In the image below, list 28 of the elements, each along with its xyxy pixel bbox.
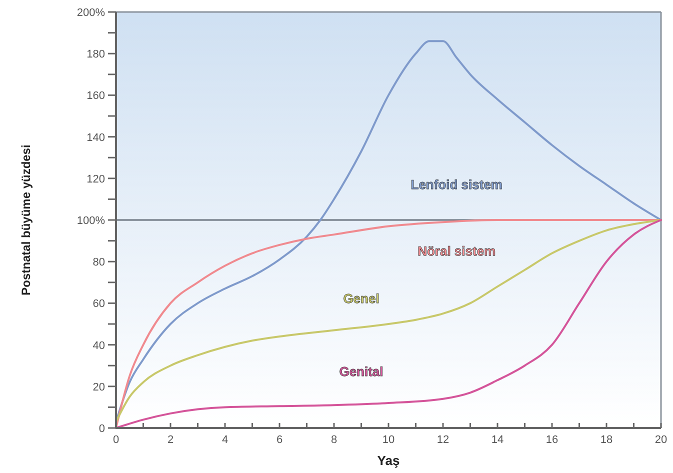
x-tick-label: 6 [276, 434, 283, 446]
x-tick-label: 20 [654, 434, 668, 446]
x-tick-label: 2 [167, 434, 174, 446]
y-tick-label: 120 [86, 173, 105, 186]
y-tick-label: 100% [76, 215, 106, 227]
text: Lenfoid sistem [410, 176, 502, 192]
y-tick-label: 140 [86, 132, 105, 144]
x-tick-label: 12 [436, 434, 450, 446]
x-tick-label: 16 [546, 434, 558, 446]
x-tick-label: 8 [330, 434, 338, 446]
x-tick-label: 4 [222, 434, 228, 446]
series-label: Genel [343, 291, 380, 306]
y-axis-title: Postnatal büyüme yüzdesi [19, 144, 33, 296]
y-tick-label: 180 [86, 48, 105, 61]
x-tick-label: 18 [600, 434, 613, 446]
x-tick-label: 0 [112, 434, 120, 446]
y-tick-label: 60 [92, 298, 105, 310]
y-tick-label: 200% [76, 7, 106, 19]
series-label: Nöral sistem [418, 243, 496, 258]
x-tick-label: 10 [382, 434, 395, 446]
y-tick-label: 20 [92, 381, 105, 394]
x-axis-title: Yaş [377, 453, 400, 468]
series-label: Genital [339, 364, 384, 379]
y-tick-label: 160 [86, 90, 105, 102]
y-tick-label: 40 [92, 340, 105, 352]
x-tick-label: 14 [491, 434, 504, 446]
y-tick-label: 80 [92, 256, 105, 269]
y-tick-label: 0 [98, 423, 105, 435]
